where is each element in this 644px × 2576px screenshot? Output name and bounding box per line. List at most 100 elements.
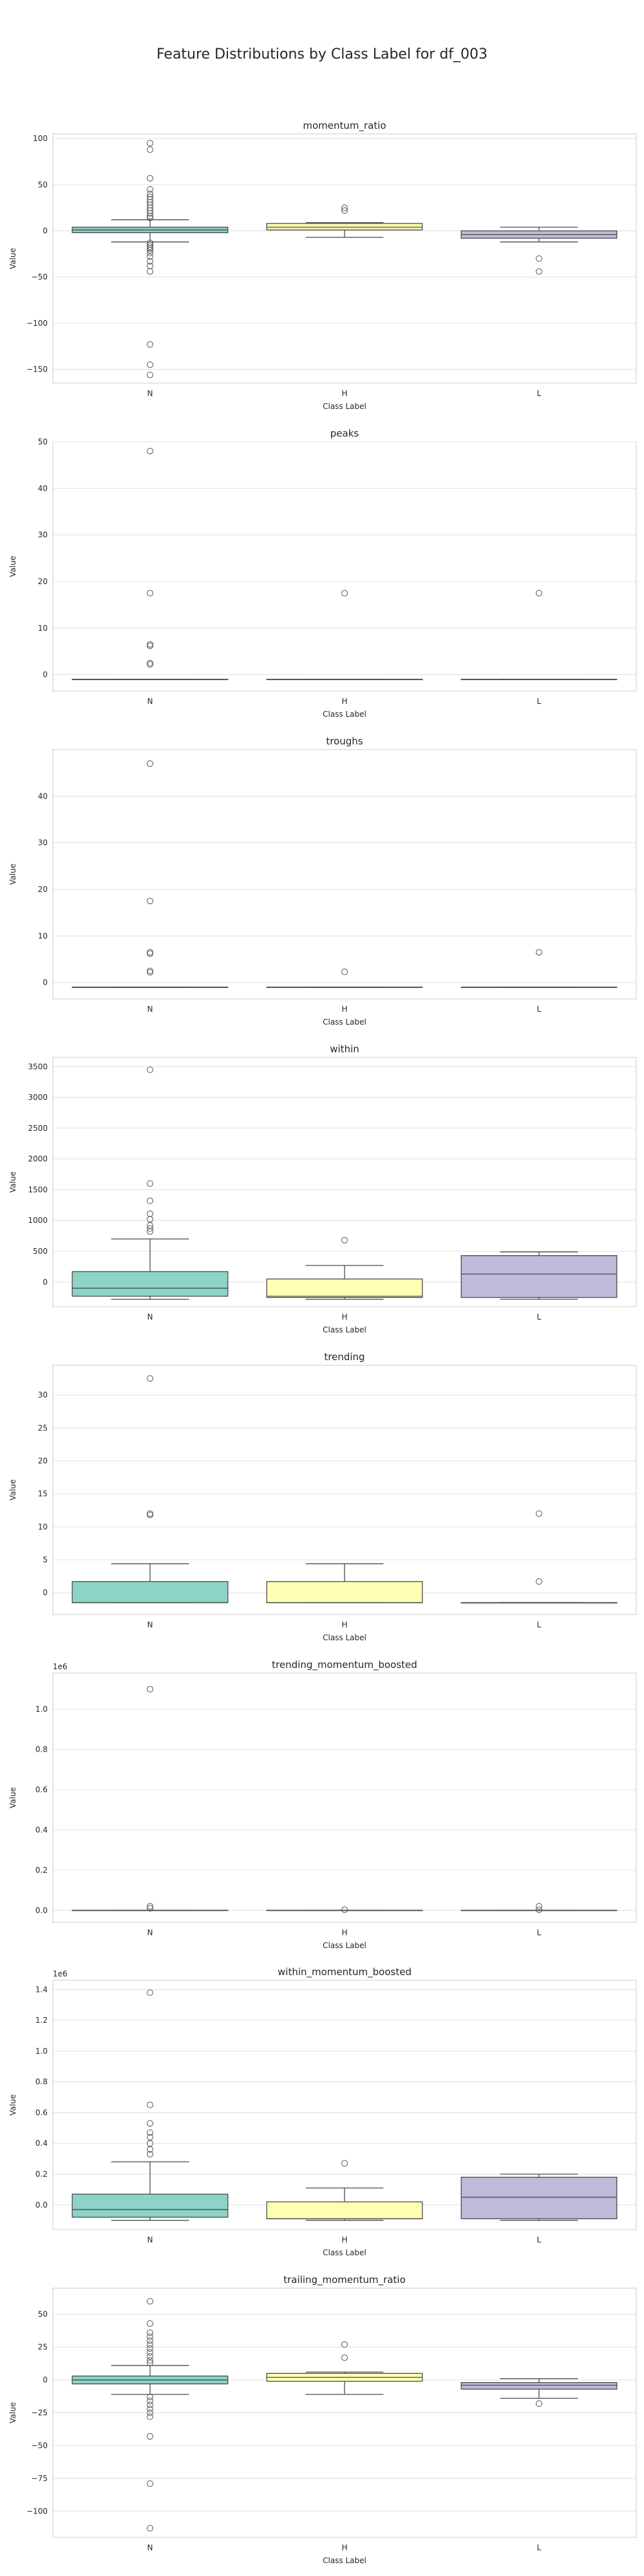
outlier-point <box>147 2298 153 2305</box>
x-tick-label: L <box>537 2543 542 2552</box>
outlier-point <box>147 2320 153 2327</box>
outlier-point <box>147 2401 153 2409</box>
y-axis-label: Value <box>8 2402 17 2423</box>
outlier-point <box>147 1225 153 1232</box>
box-H <box>266 223 423 231</box>
outlier-point <box>147 247 153 254</box>
x-tick-label: N <box>147 389 153 398</box>
y-tick-label: 2000 <box>28 1155 48 1164</box>
outlier-point <box>147 186 153 193</box>
y-tick-label: 30 <box>38 531 48 540</box>
y-tick-label: −50 <box>32 2441 48 2450</box>
y-tick-label: 50 <box>38 2310 48 2319</box>
y-tick-label: 10 <box>38 623 48 632</box>
outlier-point <box>147 253 153 260</box>
outlier-point <box>147 2353 153 2360</box>
x-tick-label: H <box>341 1005 347 1014</box>
outlier-point <box>147 2150 153 2157</box>
y-tick-label: 1.0 <box>35 1705 48 1714</box>
y-tick-label: 30 <box>38 838 48 848</box>
y-tick-label: 3500 <box>28 1062 48 1071</box>
outlier-point <box>147 146 153 153</box>
y-tick-label: 0.0 <box>35 2201 48 2210</box>
outlier-point <box>536 949 542 956</box>
outlier-point <box>147 213 153 220</box>
y-tick-label: 10 <box>38 931 48 940</box>
outlier-point <box>147 2357 153 2364</box>
outlier-point <box>147 1066 153 1074</box>
outlier-point <box>147 243 153 250</box>
outlier-point <box>147 1180 153 1187</box>
y-tick-label: −150 <box>26 365 48 374</box>
panel-peaks <box>52 441 637 692</box>
y-tick-label: 20 <box>38 1456 48 1465</box>
x-tick-label: H <box>341 1312 347 1321</box>
outlier-point <box>341 207 348 214</box>
outlier-point <box>147 950 153 957</box>
y-tick-label: −100 <box>26 319 48 328</box>
y-axis-label: Value <box>8 864 17 885</box>
outlier-point <box>147 1197 153 1204</box>
outlier-point <box>147 372 153 379</box>
outlier-point <box>147 2405 153 2412</box>
outlier-point <box>536 2400 542 2407</box>
y-tick-label: 50 <box>38 180 48 189</box>
y-tick-label: 2500 <box>28 1124 48 1133</box>
outlier-point <box>536 590 542 597</box>
outlier-point <box>147 590 153 597</box>
y-tick-label: 30 <box>38 1390 48 1399</box>
y-tick-label: 0.4 <box>35 2139 48 2148</box>
outlier-point <box>147 2101 153 2108</box>
outlier-point <box>147 2345 153 2352</box>
y-tick-label: 1.4 <box>35 1985 48 1994</box>
outlier-point <box>341 969 348 976</box>
outlier-point <box>147 2360 153 2367</box>
x-tick-label: L <box>537 389 542 398</box>
outlier-point <box>147 661 153 668</box>
y-axis-label: Value <box>8 1479 17 1501</box>
x-axis-label: Class Label <box>323 1325 366 1334</box>
x-tick-label: H <box>341 1620 347 1629</box>
subplot-title: troughs <box>326 735 363 747</box>
outlier-point <box>147 2329 153 2336</box>
x-axis-label: Class Label <box>323 1633 366 1642</box>
outlier-point <box>147 175 153 182</box>
y-tick-label: −75 <box>32 2474 48 2483</box>
outlier-point <box>341 2354 348 2361</box>
outlier-point <box>341 2160 348 2167</box>
figure-title: Feature Distributions by Class Label for… <box>156 46 488 62</box>
outlier-point <box>536 1510 542 1517</box>
y-axis-label: Value <box>8 556 17 577</box>
outlier-point <box>147 2394 153 2401</box>
outlier-point <box>147 1511 153 1519</box>
outlier-point <box>147 1903 153 1910</box>
x-axis-label: Class Label <box>323 1018 366 1027</box>
outlier-point <box>147 258 153 265</box>
y-tick-label: 1500 <box>28 1185 48 1194</box>
outlier-point <box>147 2524 153 2532</box>
panel-momentum_ratio <box>52 133 637 384</box>
outlier-point <box>341 590 348 597</box>
outlier-point <box>147 245 153 252</box>
subplot-title: trending_momentum_boosted <box>272 1659 417 1671</box>
outlier-point <box>147 341 153 348</box>
x-tick-label: N <box>147 1928 153 1937</box>
y-tick-label: 25 <box>38 1423 48 1432</box>
x-axis-label: Class Label <box>323 402 366 411</box>
outlier-point <box>147 2333 153 2340</box>
panel-troughs <box>52 749 637 999</box>
outlier-point <box>147 2480 153 2487</box>
x-tick-label: L <box>537 2235 542 2244</box>
outlier-point <box>147 268 153 275</box>
x-tick-label: L <box>537 1005 542 1014</box>
axis-offset-label: 1e6 <box>53 1969 68 1978</box>
x-axis-label: Class Label <box>323 710 366 719</box>
x-tick-label: N <box>147 2543 153 2552</box>
subplot-title: trending <box>324 1351 365 1363</box>
x-axis-label: Class Label <box>323 2556 366 2565</box>
x-tick-label: H <box>341 389 347 398</box>
y-tick-label: 25 <box>38 2343 48 2352</box>
outlier-point <box>147 1375 153 1382</box>
y-tick-label: 0 <box>43 2376 48 2385</box>
x-tick-label: L <box>537 1620 542 1629</box>
